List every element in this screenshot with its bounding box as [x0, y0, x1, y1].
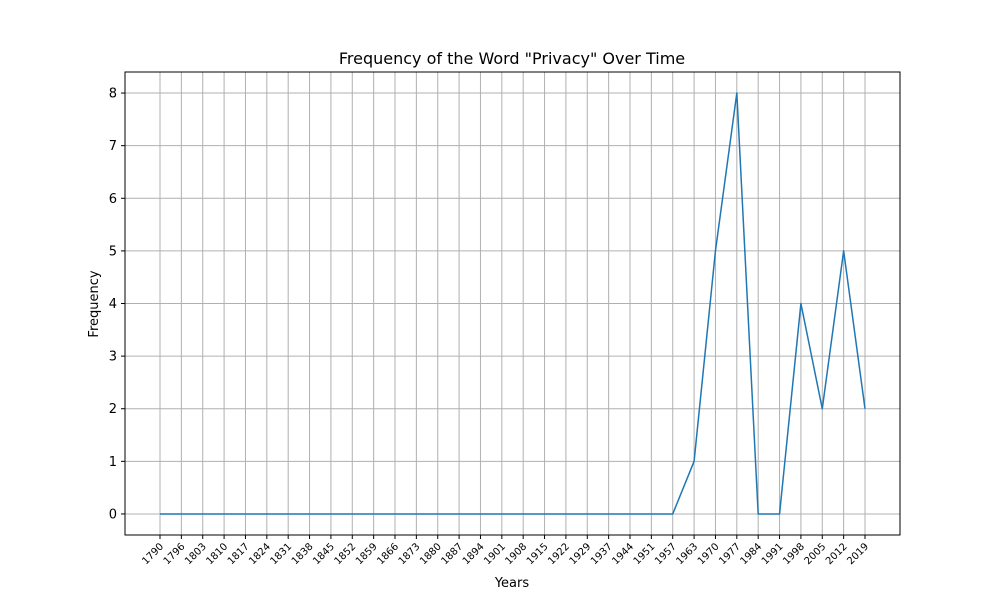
x-axis-title: Years	[494, 576, 530, 591]
y-tick-label: 1	[109, 455, 117, 470]
y-tick-label: 8	[109, 87, 117, 102]
y-tick-label: 7	[109, 139, 117, 154]
series-line	[160, 92, 866, 515]
y-tick-label: 0	[109, 507, 117, 522]
y-tick-label: 5	[109, 244, 117, 259]
y-tick-label: 2	[109, 402, 117, 417]
y-tick-label: 4	[109, 297, 117, 312]
y-axis-title: Frequency	[87, 270, 102, 337]
chart-title: Frequency of the Word "Privacy" Over Tim…	[339, 49, 685, 68]
series-layer	[160, 92, 866, 515]
y-tick-label: 3	[109, 350, 117, 365]
y-tick-label: 6	[109, 192, 117, 207]
